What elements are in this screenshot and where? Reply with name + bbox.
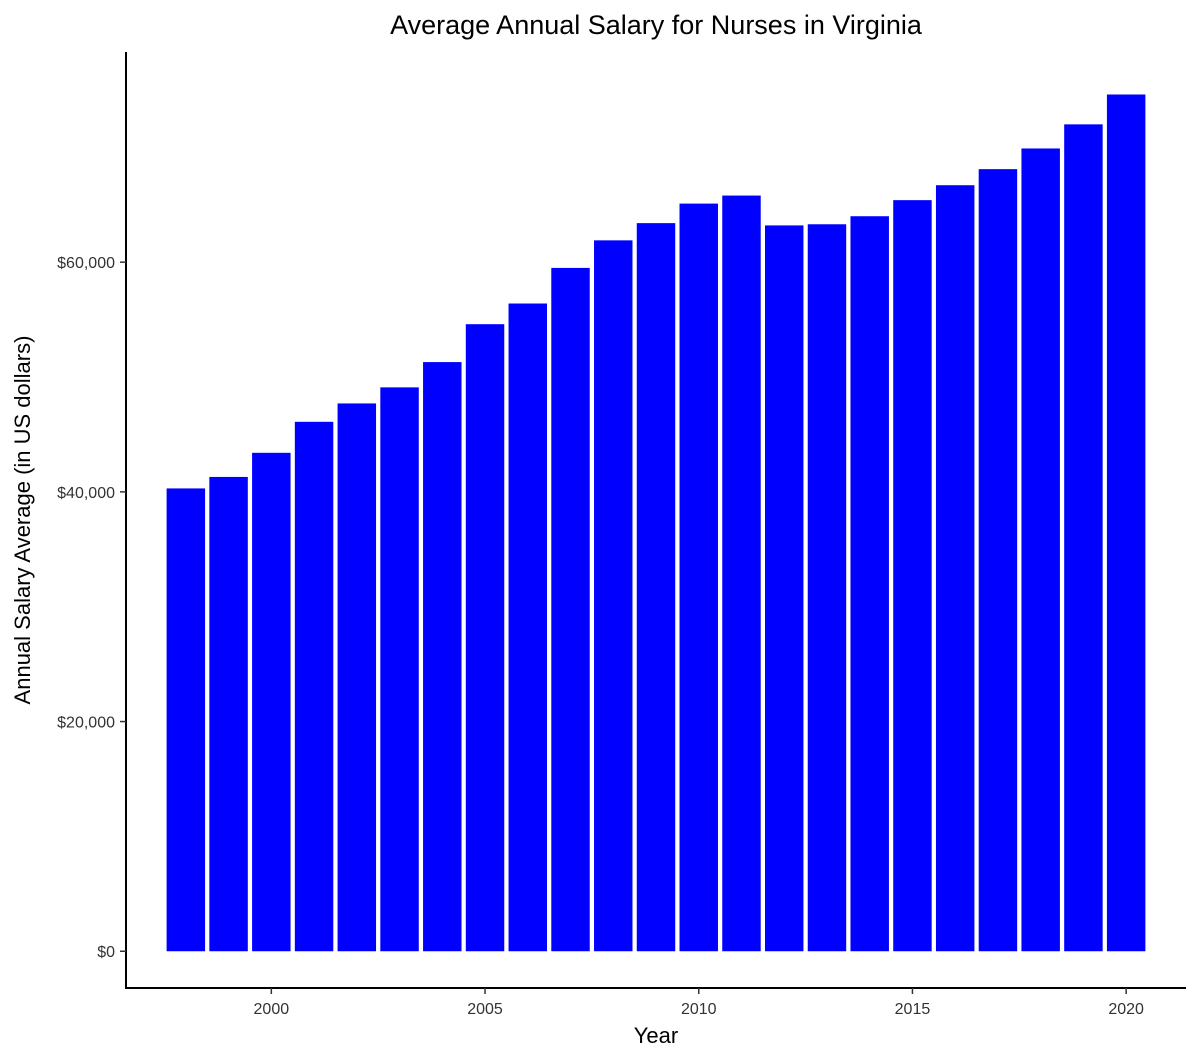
bar-2020: [1106, 94, 1146, 952]
y-tick-label: $40,000: [57, 485, 115, 502]
y-axis-ticks: $0 $20,000 $40,000 $60,000: [57, 255, 126, 961]
bar-2000: [252, 452, 291, 952]
bar-2016: [935, 185, 975, 952]
bar-2017: [978, 169, 1018, 952]
x-tick-label: 2010: [681, 1001, 717, 1018]
bar-2007: [551, 267, 590, 952]
bar-2011: [722, 195, 761, 952]
bar-2002: [337, 403, 377, 952]
bar-2001: [294, 421, 334, 952]
bar-2013: [807, 224, 847, 952]
x-tick-label: 2020: [1108, 1001, 1144, 1018]
y-tick-label: $60,000: [57, 255, 115, 272]
x-axis-ticks: 2000 2005 2010 2015 2020: [254, 988, 1144, 1018]
bar-1998: [166, 488, 206, 952]
x-tick-label: 2000: [254, 1001, 290, 1018]
bar-2014: [850, 216, 889, 952]
bar-2010: [679, 203, 718, 952]
x-tick-label: 2015: [895, 1001, 931, 1018]
bars: [166, 94, 1146, 952]
chart-title: Average Annual Salary for Nurses in Virg…: [390, 10, 923, 40]
bar-2019: [1064, 124, 1103, 952]
bar-2004: [423, 362, 462, 952]
bar-2009: [636, 223, 676, 952]
y-tick-label: $20,000: [57, 715, 115, 732]
y-tick-label: $0: [97, 944, 115, 961]
bar-2003: [380, 387, 419, 952]
bar-2018: [1021, 148, 1060, 952]
bar-2008: [594, 240, 633, 952]
y-axis-title: Annual Salary Average (in US dollars): [10, 336, 35, 705]
bar-2006: [508, 303, 548, 952]
bar-1999: [209, 476, 248, 952]
x-axis-title: Year: [634, 1023, 678, 1048]
bar-2012: [764, 225, 804, 952]
bar-2015: [893, 200, 932, 952]
bar-2005: [465, 324, 505, 952]
x-tick-label: 2005: [467, 1001, 503, 1018]
